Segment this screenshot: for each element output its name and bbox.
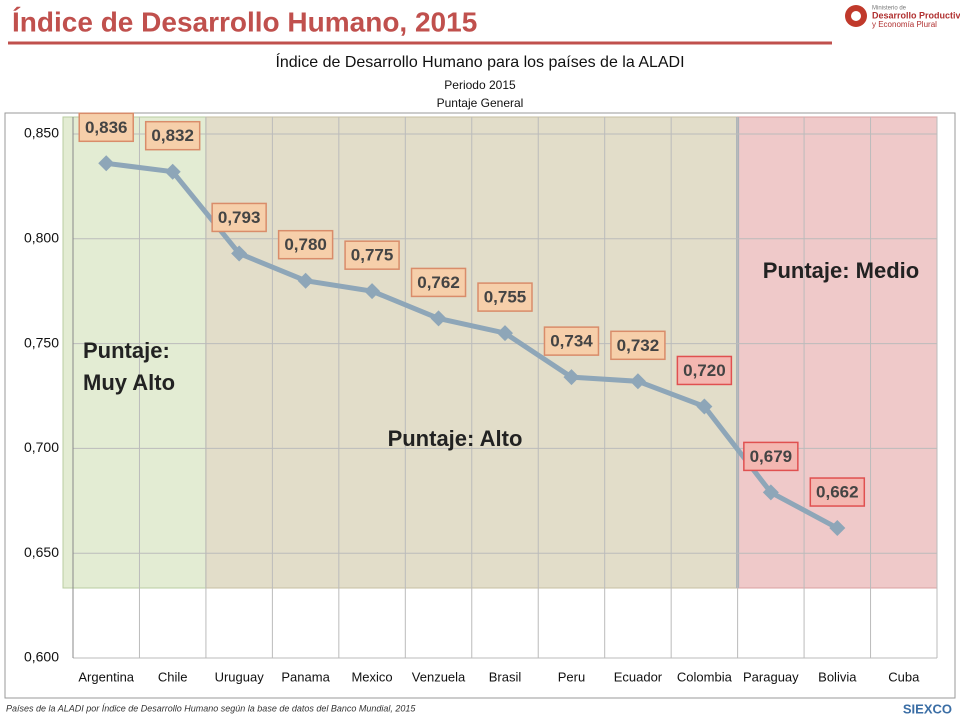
logo-icon-center [851, 11, 861, 21]
series-line [105, 160, 839, 531]
y-tick-label: 0,800 [24, 229, 59, 245]
marker [430, 310, 447, 327]
x-tick-label: Cuba [888, 669, 920, 684]
marker [98, 155, 115, 172]
chart-title: Índice de Desarrollo Humano para los paí… [275, 52, 684, 71]
label-box [344, 240, 400, 270]
chart-subtitle: Periodo 2015 [444, 78, 516, 92]
chart-subtitle: Puntaje General [437, 96, 524, 110]
data-label: 0,679 [750, 447, 793, 466]
x-tick-label: Paraguay [743, 669, 799, 684]
data-label: 0,720 [683, 361, 726, 380]
slide-title: Índice de Desarrollo Humano, 2015 [12, 6, 477, 37]
data-label: 0,755 [484, 288, 527, 307]
y-tick-label: 0,700 [24, 439, 59, 455]
data-label: 0,832 [151, 126, 194, 145]
label-box [477, 282, 533, 312]
y-tick-label: 0,600 [24, 649, 59, 665]
data-label: 0,780 [284, 235, 327, 254]
data-label: 0,732 [617, 336, 660, 355]
label-box [78, 112, 134, 143]
annotation: Puntaje: Alto [388, 426, 523, 451]
x-tick-label: Colombia [677, 669, 733, 684]
y-tick-label: 0,650 [24, 544, 59, 560]
label-box [543, 326, 600, 356]
data-label: 0,793 [218, 208, 261, 227]
plot: 0,600 0,650 0,700 0,750 0,800 0,850 Puntaje: Mu… [24, 112, 938, 684]
y-tick-label: 0,750 [24, 334, 59, 350]
marker [629, 373, 646, 390]
data-label: 0,762 [417, 273, 460, 292]
label-box [610, 330, 666, 361]
y-tick-label: 0,850 [24, 125, 59, 141]
label-box [277, 229, 334, 260]
x-tick-label: Panama [281, 669, 330, 684]
annotation: Puntaje: [83, 338, 170, 363]
marker [364, 283, 381, 300]
label-box [410, 267, 467, 298]
x-tick-label: Argentina [78, 669, 134, 684]
zone-medium [737, 116, 938, 589]
annotation: Puntaje: Medio [763, 258, 919, 283]
x-tick-label: Venzuela [412, 669, 466, 684]
x-tick-label: Mexico [351, 669, 392, 684]
logo-text: y Economía Plural [872, 20, 937, 29]
data-label: 0,836 [85, 118, 128, 137]
x-tick-label: Peru [558, 669, 585, 684]
logo-text: Desarrollo Productivo [872, 10, 960, 20]
footer-logo: SIEXCO [903, 701, 952, 716]
x-tick-label: Chile [158, 669, 188, 684]
label-box [211, 202, 267, 233]
marker [297, 272, 314, 289]
x-tick-label: Bolivia [818, 669, 857, 684]
data-label: 0,662 [816, 483, 859, 502]
label-box [809, 477, 866, 507]
marker [563, 369, 580, 386]
footer: Países de la ALADI por Índice de Desarro… [6, 703, 416, 713]
marker [231, 245, 248, 262]
marker [497, 325, 513, 342]
logo-text: Ministerio de [872, 6, 907, 12]
chart-frame [4, 112, 956, 699]
x-tick-label: Uruguay [215, 669, 265, 684]
label-box [743, 441, 799, 472]
data-label: 0,775 [351, 246, 394, 265]
annotation: Muy Alto [83, 370, 175, 395]
x-tick-label: Ecuador [614, 669, 663, 684]
data-label: 0,734 [550, 332, 593, 351]
zone-very-high [62, 116, 207, 589]
marker [164, 163, 181, 180]
x-tick-label: Brasil [489, 669, 522, 684]
marker [762, 484, 779, 501]
label-box [144, 120, 201, 151]
marker [696, 398, 713, 415]
label-box [676, 355, 733, 386]
marker [829, 520, 846, 537]
